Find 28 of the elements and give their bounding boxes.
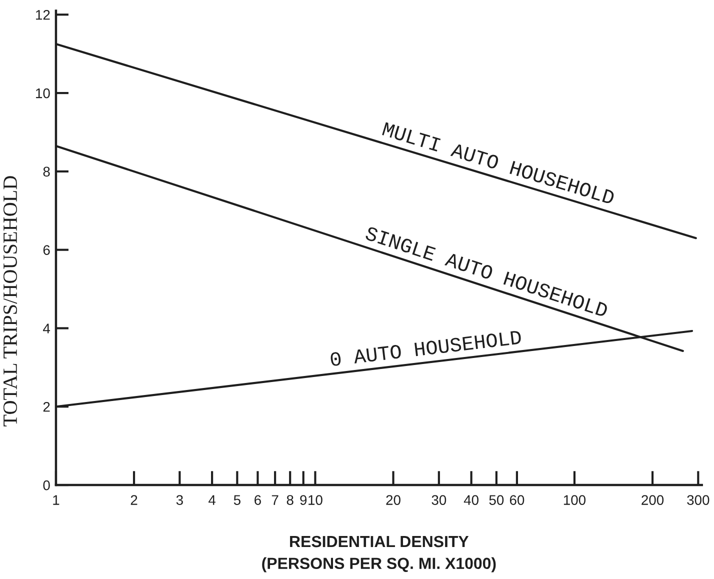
y-axis-title: TOTAL TRIPS/HOUSEHOLD [3,176,18,426]
x-tick-label: 10 [308,495,322,505]
y-tick-label: 8 [43,166,50,177]
y-tick-label: 6 [43,245,50,255]
x-tick-label: 4 [208,495,216,505]
x-tick-label: 30 [432,495,446,505]
x-tick-label: 8 [286,495,294,505]
x-tick-label: 1 [53,495,60,505]
y-tick-label: 12 [36,10,50,20]
x-tick-label: 60 [510,495,524,505]
x-tick-label: 20 [386,495,400,505]
x-tick-label: 200 [642,495,664,505]
x-tick-label: 100 [564,495,586,505]
text: 0 AUTO HOUSEHOLD [330,330,522,366]
y-tick-label: 0 [43,480,50,490]
y-tick-label: 2 [43,402,50,412]
x-tick-label: 9 [300,495,307,505]
y-tick-label: 4 [43,324,50,334]
x-tick-label: 3 [176,495,183,505]
y-tick-label: 10 [36,88,50,98]
x-tick-label: 2 [130,495,138,505]
x-tick-label: 5 [234,495,240,505]
x-tick-label: 7 [272,495,278,505]
x-tick-label: 6 [254,495,261,505]
x-axis-title: RESIDENTIAL DENSITY (PERSONS PER SQ. MI. X1000) [262,536,496,572]
x-tick-label: 300 [687,495,710,505]
x-tick-label: 40 [464,495,478,505]
x-tick-label: 50 [489,495,504,505]
